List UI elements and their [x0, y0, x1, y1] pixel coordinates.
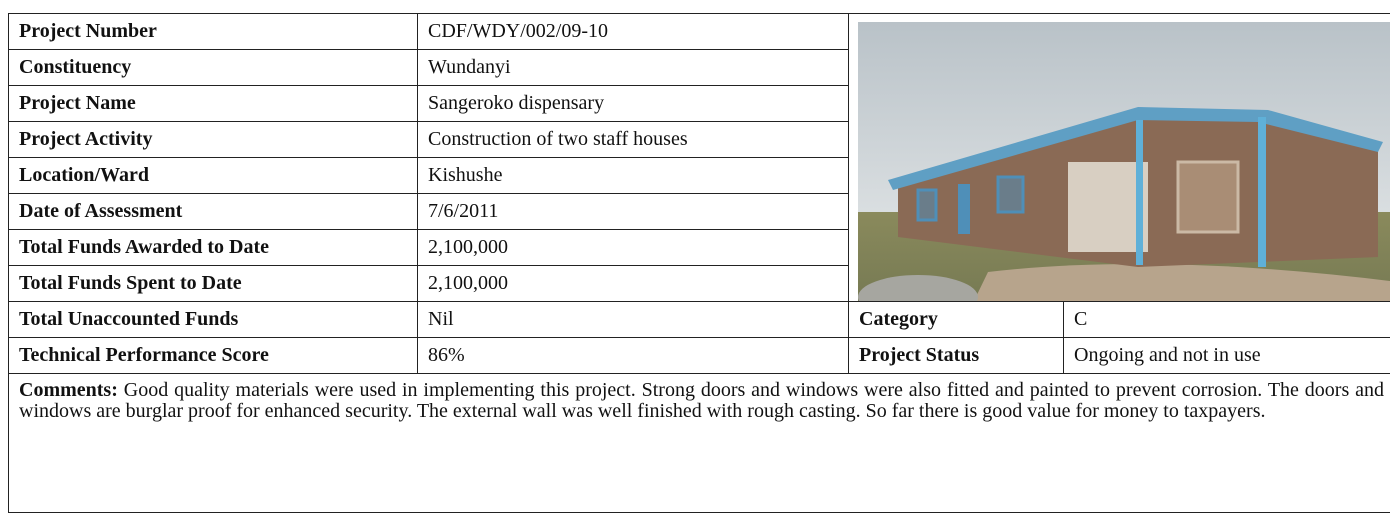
label: Date of Assessment	[9, 194, 418, 230]
page: {"table": {"rows": [ ["Project Number", …	[0, 0, 1390, 514]
row: Technical Performance Score 86% Project …	[9, 338, 1390, 374]
value: 7/6/2011	[418, 194, 849, 230]
label: Technical Performance Score	[9, 338, 418, 374]
label: Total Funds Spent to Date	[9, 266, 418, 302]
comments-label: Comments:	[19, 379, 118, 401]
value: CDF/WDY/002/09-10	[418, 14, 849, 50]
label: Total Unaccounted Funds	[9, 302, 418, 338]
value: 86%	[418, 338, 849, 374]
value: 2,100,000	[418, 230, 849, 266]
row: Total Unaccounted Funds Nil Category C	[9, 302, 1390, 338]
label: Constituency	[9, 50, 418, 86]
label: Location/Ward	[9, 158, 418, 194]
photo	[858, 22, 1390, 302]
label: Project Activity	[9, 122, 418, 158]
label: Category	[849, 302, 1064, 338]
label: Total Funds Awarded to Date	[9, 230, 418, 266]
value: 2,100,000	[418, 266, 849, 302]
value: Sangeroko dispensary	[418, 86, 849, 122]
label: Project Name	[9, 86, 418, 122]
value: Construction of two staff houses	[418, 122, 849, 158]
value: Kishushe	[418, 158, 849, 194]
value: Wundanyi	[418, 50, 849, 86]
row: Comments: Good quality materials were us…	[9, 374, 1390, 513]
value: Ongoing and not in use	[1064, 338, 1390, 374]
comments-text: Good quality materials were used in impl…	[19, 379, 1384, 422]
value: Nil	[418, 302, 849, 338]
value: C	[1064, 302, 1390, 338]
label: Project Number	[9, 14, 418, 50]
row: Project Number CDF/WDY/002/09-10	[9, 14, 1390, 50]
comments: Comments: Good quality materials were us…	[9, 374, 1390, 513]
photo-cell	[849, 14, 1390, 302]
project-table: Project Number CDF/WDY/002/09-10	[8, 13, 1390, 513]
label: Project Status	[849, 338, 1064, 374]
